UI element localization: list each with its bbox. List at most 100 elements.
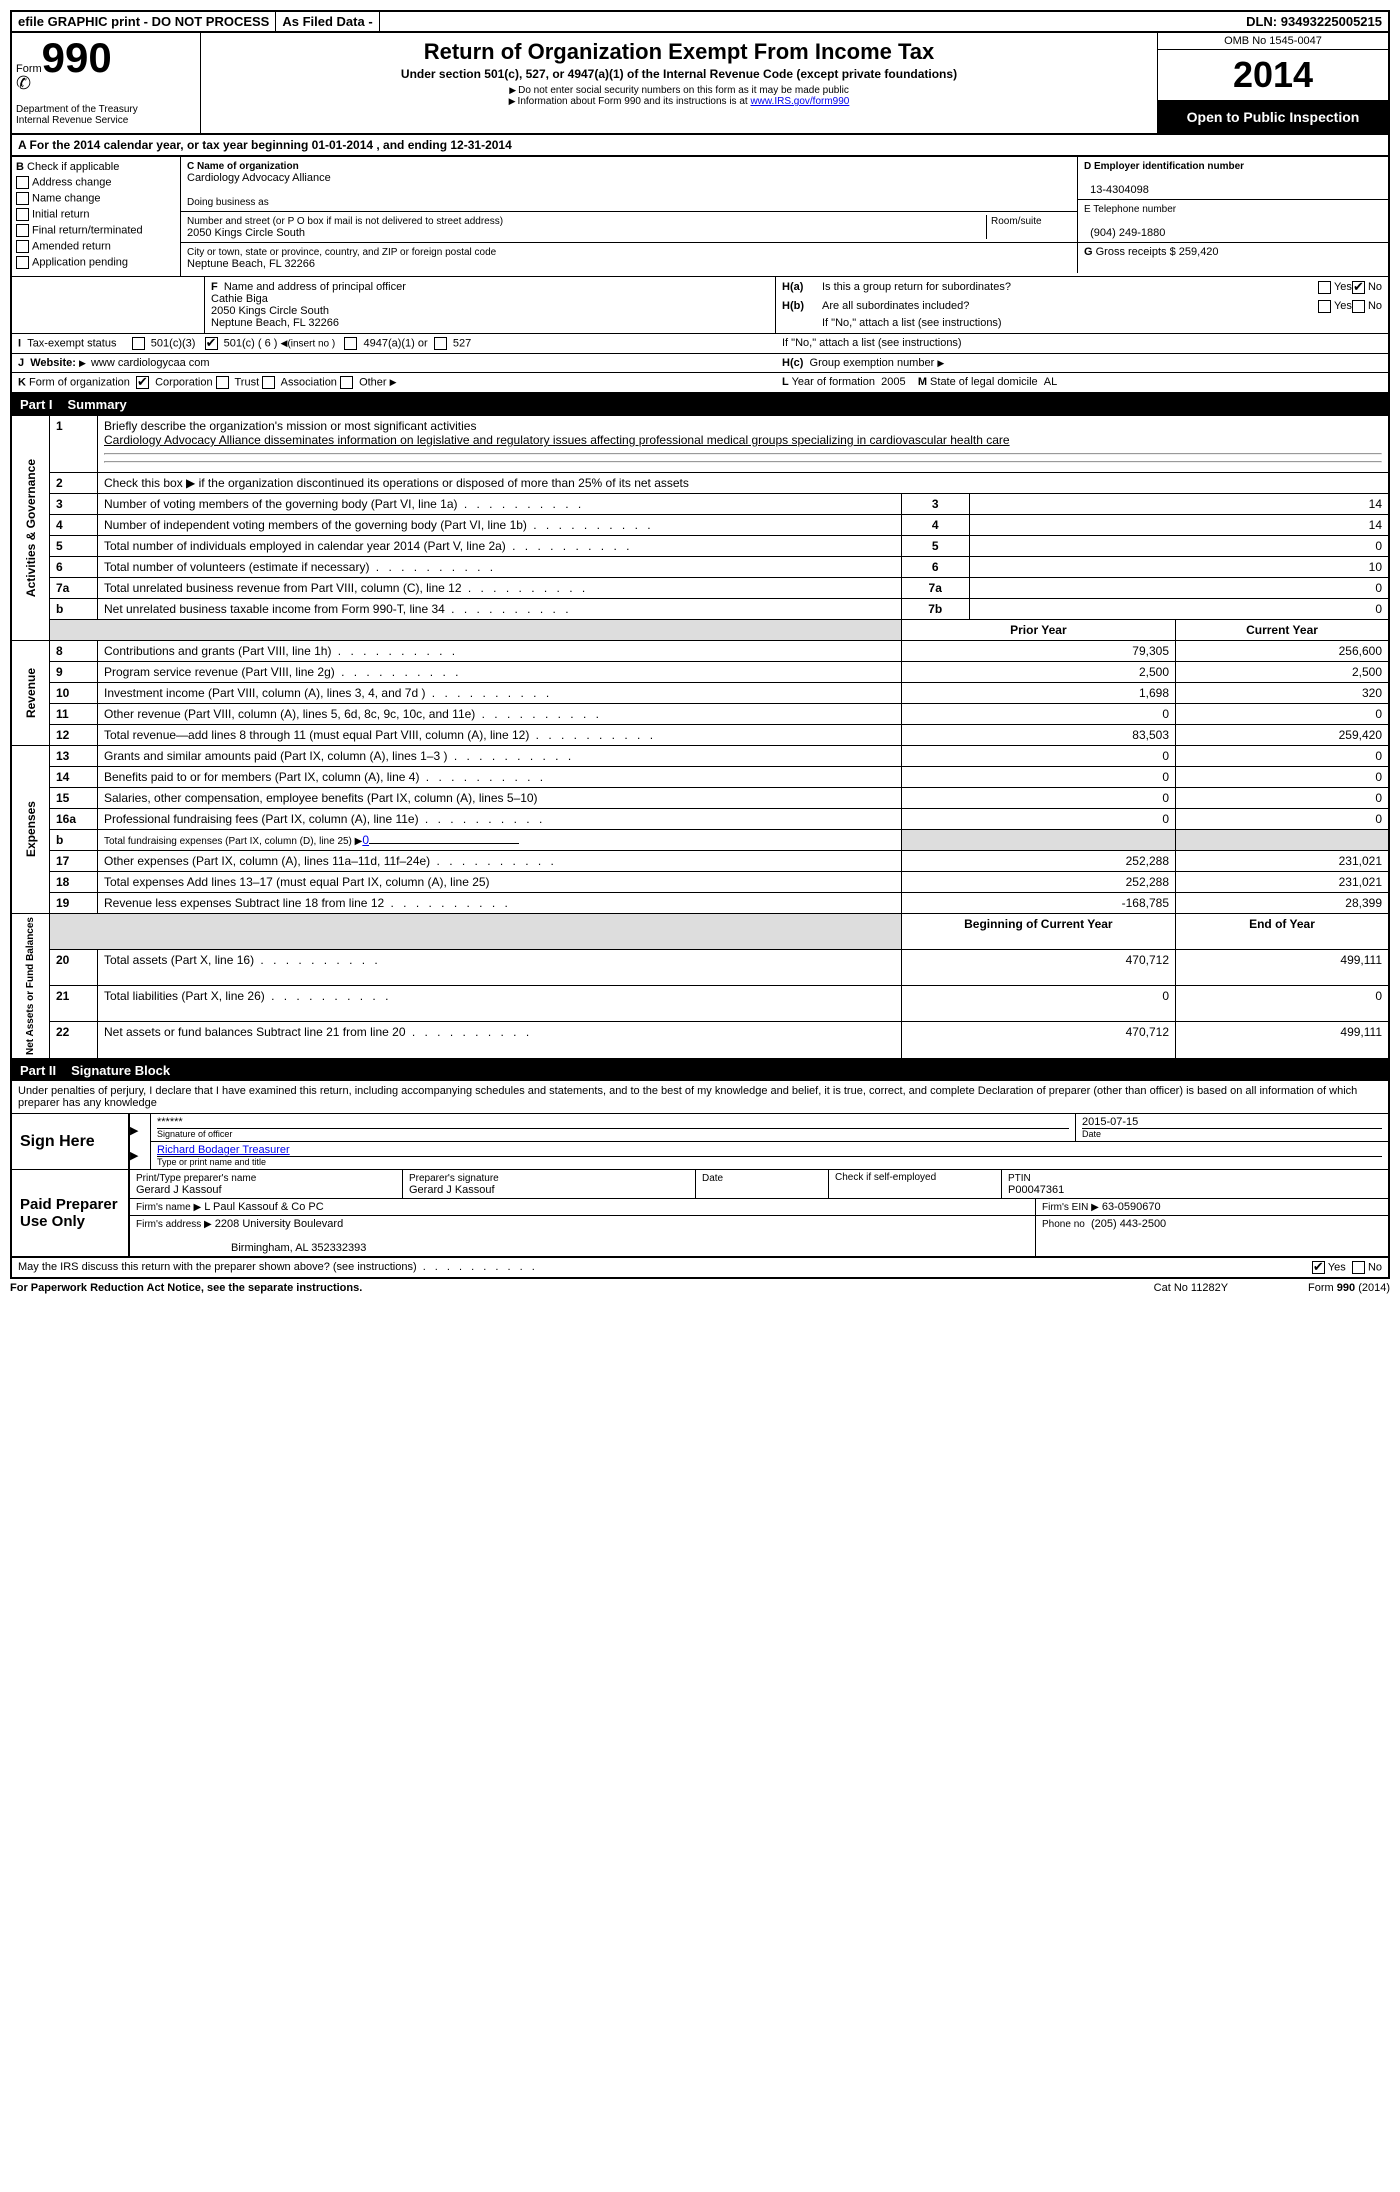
curr-18: 231,021 bbox=[1176, 872, 1390, 893]
val-7a: 0 bbox=[969, 578, 1389, 599]
as-filed: As Filed Data - bbox=[276, 12, 379, 31]
prior-19: -168,785 bbox=[901, 893, 1175, 914]
column-b: B Check if applicable Address change Nam… bbox=[12, 157, 181, 276]
gross-receipts: 259,420 bbox=[1179, 246, 1219, 258]
ssn-note: Do not enter social security numbers on … bbox=[205, 85, 1153, 96]
page-footer: For Paperwork Reduction Act Notice, see … bbox=[10, 1279, 1390, 1294]
year-formation: 2005 bbox=[881, 376, 905, 388]
firm-addr1: 2208 University Boulevard bbox=[215, 1218, 343, 1230]
curr-8: 256,600 bbox=[1176, 641, 1390, 662]
ptin: P00047361 bbox=[1008, 1184, 1064, 1196]
curr-17: 231,021 bbox=[1176, 851, 1390, 872]
row-j: J Website: www cardiologycaa com H(c) Gr… bbox=[10, 354, 1390, 373]
tax-year: 2014 bbox=[1158, 50, 1388, 101]
firm-name: L Paul Kassouf & Co PC bbox=[204, 1201, 323, 1213]
check-501c3[interactable] bbox=[132, 337, 145, 350]
part-2-header: Part IISignature Block bbox=[10, 1060, 1390, 1081]
form-subtitle: Under section 501(c), 527, or 4947(a)(1)… bbox=[205, 67, 1153, 81]
mission-text: Cardiology Advocacy Alliance disseminate… bbox=[104, 433, 1010, 447]
check-name-change[interactable] bbox=[16, 192, 29, 205]
prior-15: 0 bbox=[901, 788, 1175, 809]
check-other[interactable] bbox=[340, 376, 353, 389]
prior-9: 2,500 bbox=[901, 662, 1175, 683]
check-amended[interactable] bbox=[16, 240, 29, 253]
dln: DLN: 93493225005215 bbox=[1240, 12, 1388, 31]
row-i: I Tax-exempt status 501(c)(3) 501(c) ( 6… bbox=[10, 334, 1390, 354]
ha-no[interactable] bbox=[1352, 281, 1365, 294]
val-7b: 0 bbox=[969, 599, 1389, 620]
officer-addr1: 2050 Kings Circle South bbox=[211, 305, 329, 317]
irs-no[interactable] bbox=[1352, 1261, 1365, 1274]
catalog-number: Cat No 11282Y bbox=[1154, 1282, 1228, 1294]
form-footer: Form 990 (2014) bbox=[1308, 1282, 1390, 1294]
check-trust[interactable] bbox=[216, 376, 229, 389]
org-street: 2050 Kings Circle South bbox=[187, 227, 305, 239]
form-header: Form990 ✆ Department of the Treasury Int… bbox=[10, 33, 1390, 135]
sign-date: 2015-07-15 bbox=[1082, 1116, 1138, 1128]
org-city: Neptune Beach, FL 32266 bbox=[187, 258, 315, 270]
link-16b[interactable]: 0 bbox=[362, 833, 369, 847]
ha-yes[interactable] bbox=[1318, 281, 1331, 294]
begin-21: 0 bbox=[901, 986, 1175, 1022]
omb-number: OMB No 1545-0047 bbox=[1158, 33, 1388, 50]
firm-ein: 63-0590670 bbox=[1102, 1201, 1161, 1213]
begin-20: 470,712 bbox=[901, 950, 1175, 986]
check-corp[interactable] bbox=[136, 376, 149, 389]
curr-10: 320 bbox=[1176, 683, 1390, 704]
sign-here-label: Sign Here bbox=[12, 1114, 130, 1169]
paid-preparer-label: Paid Preparer Use Only bbox=[12, 1170, 130, 1256]
end-21: 0 bbox=[1176, 986, 1390, 1022]
form-title: Return of Organization Exempt From Incom… bbox=[205, 39, 1153, 65]
curr-15: 0 bbox=[1176, 788, 1390, 809]
row-k: K Form of organization Corporation Trust… bbox=[10, 373, 1390, 394]
irs-discuss-row: May the IRS discuss this return with the… bbox=[10, 1258, 1390, 1279]
firm-phone: (205) 443-2500 bbox=[1091, 1218, 1166, 1230]
end-20: 499,111 bbox=[1176, 950, 1390, 986]
hb-yes[interactable] bbox=[1318, 300, 1331, 313]
form-990: efile GRAPHIC print - DO NOT PROCESS As … bbox=[10, 10, 1390, 1294]
side-expenses: Expenses bbox=[24, 801, 38, 857]
section-f-h: F Name and address of principal officer … bbox=[10, 277, 1390, 334]
officer-name-link[interactable]: Richard Bodager Treasurer bbox=[157, 1144, 290, 1156]
part-1-header: Part ISummary bbox=[10, 394, 1390, 415]
side-activities: Activities & Governance bbox=[24, 459, 38, 597]
irs-link[interactable]: www.IRS.gov/form990 bbox=[750, 96, 849, 107]
officer-name: Cathie Biga bbox=[211, 293, 268, 305]
efile-notice: efile GRAPHIC print - DO NOT PROCESS bbox=[12, 12, 276, 31]
curr-13: 0 bbox=[1176, 746, 1390, 767]
check-4947[interactable] bbox=[344, 337, 357, 350]
perjury-declaration: Under penalties of perjury, I declare th… bbox=[12, 1081, 1388, 1114]
dept-treasury: Department of the Treasury bbox=[16, 104, 196, 115]
prior-12: 83,503 bbox=[901, 725, 1175, 746]
section-b-c-d-e: B Check if applicable Address change Nam… bbox=[10, 157, 1390, 277]
state-domicile: AL bbox=[1044, 376, 1057, 388]
begin-22: 470,712 bbox=[901, 1022, 1175, 1059]
check-assoc[interactable] bbox=[262, 376, 275, 389]
ein: 13-4304098 bbox=[1090, 184, 1149, 196]
preparer-sig: Gerard J Kassouf bbox=[409, 1184, 495, 1196]
hb-no[interactable] bbox=[1352, 300, 1365, 313]
curr-11: 0 bbox=[1176, 704, 1390, 725]
side-revenue: Revenue bbox=[24, 668, 38, 718]
curr-9: 2,500 bbox=[1176, 662, 1390, 683]
prior-14: 0 bbox=[901, 767, 1175, 788]
val-3: 14 bbox=[969, 494, 1389, 515]
org-name: Cardiology Advocacy Alliance bbox=[187, 172, 331, 184]
paperwork-notice: For Paperwork Reduction Act Notice, see … bbox=[10, 1282, 362, 1294]
check-initial-return[interactable] bbox=[16, 208, 29, 221]
check-527[interactable] bbox=[434, 337, 447, 350]
irs-yes[interactable] bbox=[1312, 1261, 1325, 1274]
val-6: 10 bbox=[969, 557, 1389, 578]
val-5: 0 bbox=[969, 536, 1389, 557]
check-app-pending[interactable] bbox=[16, 256, 29, 269]
firm-addr2: Birmingham, AL 352332393 bbox=[231, 1242, 366, 1254]
preparer-name: Gerard J Kassouf bbox=[136, 1184, 222, 1196]
prior-16a: 0 bbox=[901, 809, 1175, 830]
check-501c[interactable] bbox=[205, 337, 218, 350]
prior-8: 79,305 bbox=[901, 641, 1175, 662]
phone: (904) 249-1880 bbox=[1090, 227, 1165, 239]
prior-10: 1,698 bbox=[901, 683, 1175, 704]
prior-17: 252,288 bbox=[901, 851, 1175, 872]
check-final-return[interactable] bbox=[16, 224, 29, 237]
check-address-change[interactable] bbox=[16, 176, 29, 189]
